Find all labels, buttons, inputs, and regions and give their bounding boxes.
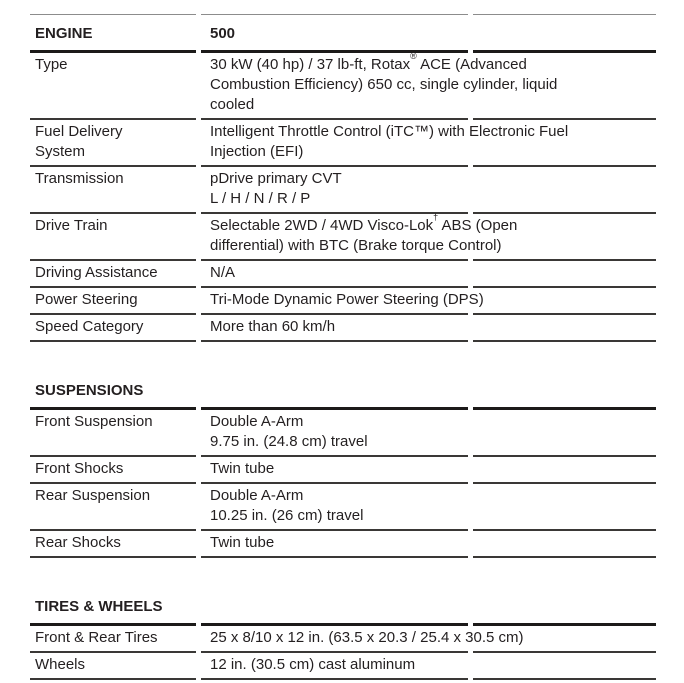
row-divider	[30, 651, 656, 653]
spec-row-fuel-delivery-system: Fuel Delivery System Intelligent Throttle…	[30, 120, 656, 165]
engine-header-row: ENGINE 500	[30, 15, 656, 50]
spec-row-type: Type 30 kW (40 hp) / 37 lb-ft, Rotax® AC…	[30, 51, 656, 118]
section-title-suspensions: SUSPENSIONS	[35, 382, 144, 399]
row-divider	[30, 212, 656, 214]
spec-value: Selectable 2WD / 4WD Visco-Lok† ABS (Ope…	[210, 212, 518, 255]
spec-value: More than 60 km/h	[210, 318, 336, 335]
spec-value: 30 kW (40 hp) / 37 lb-ft, Rotax® ACE (Ad…	[210, 51, 558, 114]
spec-value: N/A	[210, 264, 236, 281]
header-divider	[30, 407, 656, 410]
table-bottom-border	[30, 556, 656, 558]
spec-value: pDrive primary CVT L / H / N / R / P	[210, 170, 342, 207]
spec-label: Rear Shocks	[35, 534, 121, 551]
table-bottom-border	[30, 340, 656, 342]
spec-value: Double A-Arm 9.75 in. (24.8 cm) travel	[210, 413, 368, 450]
suspensions-section: SUSPENSIONS Front Suspension Double A-Ar…	[30, 372, 656, 558]
spec-row-drive-train: Drive Train Selectable 2WD / 4WD Visco-L…	[30, 212, 656, 259]
spec-row-transmission: Transmission pDrive primary CVT L / H / N…	[30, 167, 656, 212]
section-title-tires-wheels: TIRES & WHEELS	[35, 598, 163, 615]
spec-label: Wheels	[35, 656, 86, 673]
tires-wheels-section: TIRES & WHEELS Front & Rear Tires 25 x 8…	[30, 588, 656, 680]
row-divider	[30, 165, 656, 167]
row-divider	[30, 529, 656, 531]
spec-value: Twin tube	[210, 534, 275, 551]
spec-label: Drive Train	[35, 217, 108, 234]
row-divider	[30, 118, 656, 120]
column-header-500: 500	[210, 25, 236, 42]
spec-label: Power Steering	[35, 291, 138, 308]
spec-value: Double A-Arm 10.25 in. (26 cm) travel	[210, 487, 364, 524]
spec-row-driving-assistance: Driving Assistance N/A	[30, 261, 656, 286]
spec-value: Twin tube	[210, 460, 275, 477]
spec-label: Speed Category	[35, 318, 144, 335]
suspensions-header-row: SUSPENSIONS	[30, 372, 656, 407]
spec-row-front-shocks: Front Shocks Twin tube	[30, 457, 656, 482]
spec-label: Rear Suspension	[35, 487, 151, 504]
row-divider	[30, 482, 656, 484]
spec-row-speed-category: Speed Category More than 60 km/h	[30, 315, 656, 340]
row-divider	[30, 286, 656, 288]
spec-label: Driving Assistance	[35, 264, 158, 281]
tires-wheels-header-row: TIRES & WHEELS	[30, 588, 656, 623]
spec-label: Transmission	[35, 170, 124, 187]
spec-value: Intelligent Throttle Control (iTC™) with…	[210, 123, 569, 160]
spec-row-wheels: Wheels 12 in. (30.5 cm) cast aluminum	[30, 653, 656, 678]
column-header-empty	[210, 381, 656, 401]
row-divider	[30, 455, 656, 457]
spec-value: Tri-Mode Dynamic Power Steering (DPS)	[210, 291, 484, 308]
spec-value: 25 x 8/10 x 12 in. (63.5 x 20.3 / 25.4 x…	[210, 629, 524, 646]
spec-value: 12 in. (30.5 cm) cast aluminum	[210, 656, 416, 673]
table-top-border	[30, 14, 656, 15]
column-header-empty	[210, 597, 656, 617]
spec-row-rear-shocks: Rear Shocks Twin tube	[30, 531, 656, 556]
section-title-engine: ENGINE	[35, 25, 93, 42]
table-bottom-border	[30, 678, 656, 680]
spec-label: Front & Rear Tires	[35, 629, 158, 646]
spec-row-front-suspension: Front Suspension Double A-Arm 9.75 in. (2…	[30, 410, 656, 455]
spec-label: Type	[35, 56, 68, 73]
spec-label: Fuel Delivery System	[35, 123, 123, 160]
header-divider	[30, 623, 656, 626]
spec-row-front-rear-tires: Front & Rear Tires 25 x 8/10 x 12 in. (6…	[30, 626, 656, 651]
spec-label: Front Suspension	[35, 413, 153, 430]
row-divider	[30, 259, 656, 261]
header-divider	[30, 50, 656, 53]
spec-label: Front Shocks	[35, 460, 124, 477]
spec-row-power-steering: Power Steering Tri-Mode Dynamic Power St…	[30, 288, 656, 313]
spec-row-rear-suspension: Rear Suspension Double A-Arm 10.25 in. (2…	[30, 484, 656, 529]
row-divider	[30, 313, 656, 315]
engine-section: ENGINE 500 Type 30 kW (40 hp) / 37 lb-ft…	[30, 14, 656, 342]
